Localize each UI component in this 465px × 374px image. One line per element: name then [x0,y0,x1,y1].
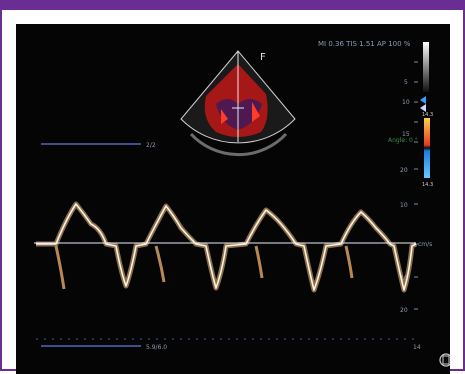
focus-marker-icon [420,96,426,112]
unit-label: cm/s [418,241,432,248]
depth-tick: 5 [404,79,408,86]
ultrasound-canvas: F MI 0.36 TIS 1.51 AP 100 % [34,40,450,367]
velocity-scale: 20 10 10 20 cm/s [400,167,432,314]
color-bar-top-label: 14.3 [422,112,433,118]
doppler-spectrum [36,201,418,293]
sector-view: F [180,50,296,157]
color-velocity-bar: 14.3 14.3 [422,112,433,188]
velocity-tick: 20 [400,307,408,314]
depth-tick: 10 [402,99,410,106]
probe-icon [439,353,450,367]
depth-tick: 15 [402,131,410,138]
time-label: 14 [413,344,421,351]
angle-label: Angle: 0 ° [388,137,418,144]
depth-scale: 5 10 15 [402,61,418,143]
velocity-tick: 20 [400,167,408,174]
color-bar-bottom-label: 14.3 [422,182,433,188]
time-scale: 5.9/6.0 14 [36,338,421,351]
velocity-tick: 10 [400,275,408,282]
ultrasound-screen: F MI 0.36 TIS 1.51 AP 100 % [16,24,450,374]
sweep-label-bottom: 5.9/6.0 [146,344,167,351]
sweep-indicator-top: 2/2 [41,142,156,149]
sweep-label-top: 2/2 [146,142,156,149]
sector-label: F [260,52,266,63]
velocity-tick: 10 [400,202,408,209]
grayscale-bar [423,42,429,92]
acoustic-readout: MI 0.36 TIS 1.51 AP 100 % [318,40,411,48]
